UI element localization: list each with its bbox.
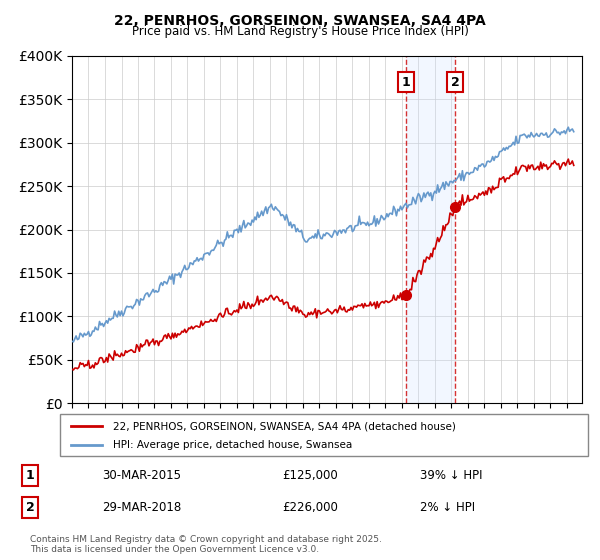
Text: 2: 2 [26,501,34,514]
Text: 2% ↓ HPI: 2% ↓ HPI [420,501,475,514]
Text: 22, PENRHOS, GORSEINON, SWANSEA, SA4 4PA (detached house): 22, PENRHOS, GORSEINON, SWANSEA, SA4 4PA… [113,421,455,431]
Text: Price paid vs. HM Land Registry's House Price Index (HPI): Price paid vs. HM Land Registry's House … [131,25,469,38]
Text: 30-MAR-2015: 30-MAR-2015 [102,469,181,482]
Text: 22, PENRHOS, GORSEINON, SWANSEA, SA4 4PA: 22, PENRHOS, GORSEINON, SWANSEA, SA4 4PA [114,14,486,28]
Text: Contains HM Land Registry data © Crown copyright and database right 2025.
This d: Contains HM Land Registry data © Crown c… [30,535,382,554]
Text: £125,000: £125,000 [282,469,338,482]
FancyBboxPatch shape [60,414,588,456]
Text: 29-MAR-2018: 29-MAR-2018 [102,501,181,514]
Text: 1: 1 [401,76,410,88]
Text: HPI: Average price, detached house, Swansea: HPI: Average price, detached house, Swan… [113,440,352,450]
Text: 39% ↓ HPI: 39% ↓ HPI [420,469,482,482]
Text: 2: 2 [451,76,460,88]
Text: 1: 1 [26,469,34,482]
Bar [406,56,455,403]
Text: £226,000: £226,000 [282,501,338,514]
